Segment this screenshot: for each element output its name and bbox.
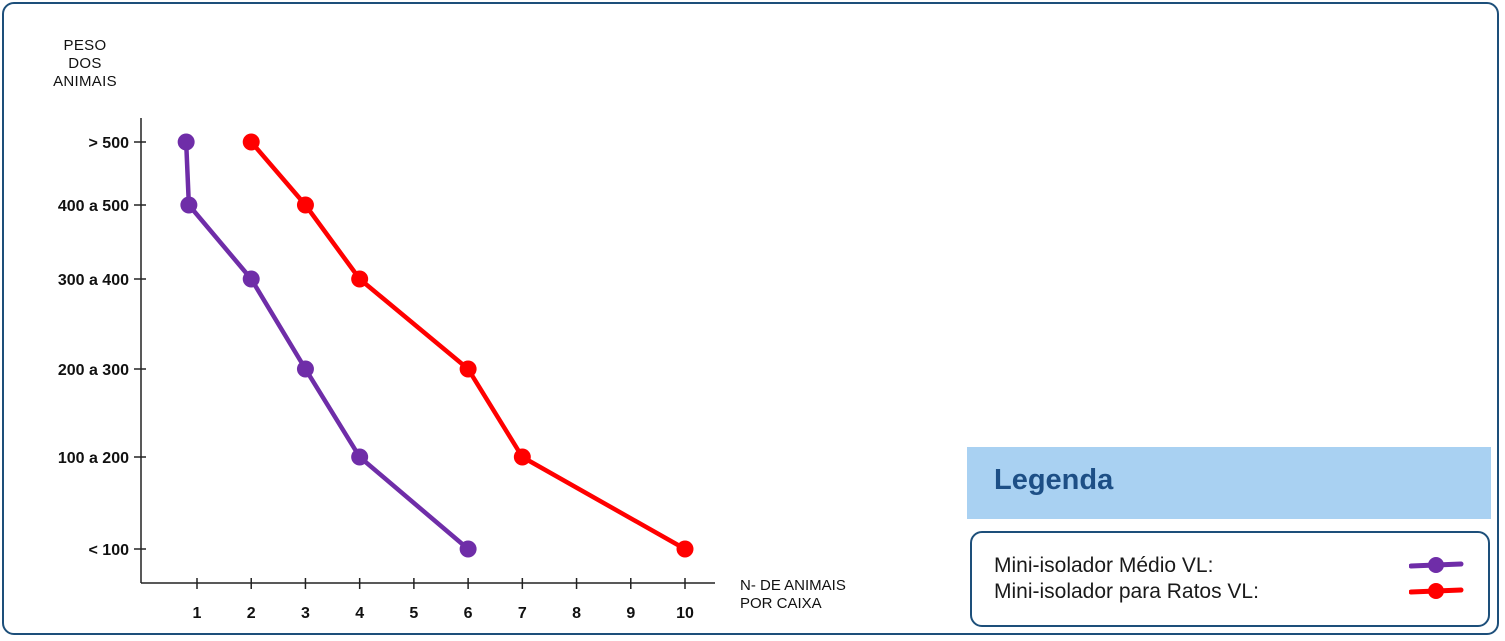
y-tick-label: 100 a 200 — [58, 450, 129, 467]
legend-item-label: Mini-isolador Médio VL: — [994, 554, 1214, 577]
x-tick-label: 9 — [626, 605, 635, 622]
legend-swatch-red — [1409, 583, 1464, 599]
y-tick-label: > 500 — [89, 135, 130, 152]
data-point — [513, 448, 531, 466]
x-tick-label: 7 — [518, 605, 527, 622]
y-axis-title: PESO DOS ANIMAIS — [40, 37, 130, 91]
x-tick-label: 10 — [676, 605, 694, 622]
x-axis-title-line: N- DE ANIMAIS — [740, 577, 846, 594]
y-tick-label: 400 a 500 — [58, 198, 129, 215]
data-point — [180, 196, 198, 214]
data-point — [242, 270, 260, 288]
x-tick-label: 3 — [301, 605, 310, 622]
x-axis-title: N- DE ANIMAIS POR CAIXA — [740, 577, 846, 613]
y-tick-label: 200 a 300 — [58, 362, 129, 379]
legend-item: Mini-isolador Médio VL: — [994, 553, 1464, 579]
legend-box: Mini-isolador Médio VL: Mini-isolador pa… — [970, 531, 1490, 627]
y-tick-label: 300 a 400 — [58, 272, 129, 289]
data-point — [351, 448, 369, 466]
data-point — [459, 540, 477, 558]
x-tick-label: 4 — [355, 605, 364, 622]
data-point — [296, 360, 314, 378]
x-tick-label: 6 — [464, 605, 473, 622]
legend-header: Legenda — [967, 447, 1491, 519]
legend-item-label: Mini-isolador para Ratos VL: — [994, 580, 1259, 603]
x-tick-label: 2 — [247, 605, 256, 622]
y-axis-title-line: ANIMAIS — [53, 73, 117, 90]
data-point — [459, 360, 477, 378]
x-tick-label: 5 — [409, 605, 418, 622]
data-point — [242, 133, 260, 151]
legend-title: Legenda — [994, 464, 1114, 496]
data-point — [177, 133, 195, 151]
data-point — [296, 196, 314, 214]
data-point — [676, 540, 694, 558]
data-point — [351, 270, 369, 288]
series-line-purple — [183, 139, 471, 552]
y-axis-title-line: PESO — [63, 37, 107, 54]
legend-swatch-purple — [1409, 557, 1464, 573]
legend-item: Mini-isolador para Ratos VL: — [994, 579, 1464, 605]
y-axis-title-line: DOS — [68, 55, 102, 72]
series-line-red — [248, 139, 688, 552]
x-tick-label: 1 — [193, 605, 202, 622]
y-tick-label: < 100 — [89, 542, 130, 559]
x-axis-title-line: POR CAIXA — [740, 595, 822, 612]
x-tick-label: 8 — [572, 605, 581, 622]
